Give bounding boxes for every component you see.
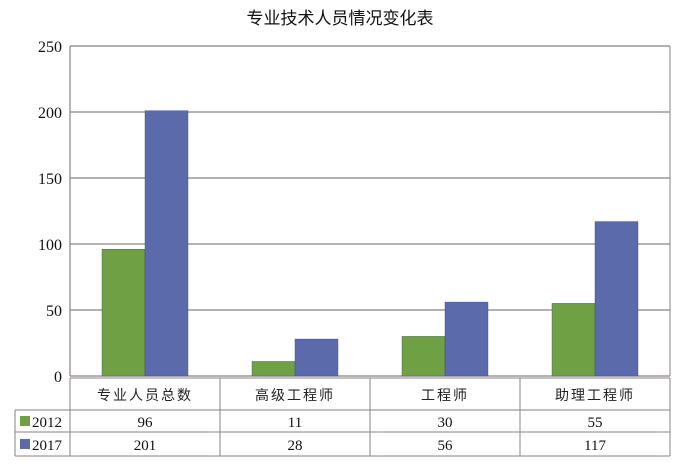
y-tick-label: 100 (38, 237, 62, 254)
bar-2017 (294, 338, 339, 377)
data-label: 11 (288, 415, 302, 431)
y-tick-label: 50 (46, 303, 62, 320)
legend-label: 2012 (32, 415, 62, 431)
x-category-label: 专业人员总数 (97, 388, 193, 404)
data-label: 55 (588, 415, 603, 431)
legend-swatch-2012 (20, 416, 30, 426)
bar-2012 (401, 336, 446, 377)
bar-2012 (551, 303, 596, 377)
legend-swatch-2017 (20, 439, 30, 449)
y-tick-label: 150 (38, 171, 62, 188)
chart-title: 专业技术人员情况变化表 (247, 9, 434, 29)
x-category-label: 工程师 (421, 388, 469, 404)
y-tick-label: 250 (38, 39, 62, 56)
data-label: 117 (584, 438, 606, 454)
data-label: 30 (438, 415, 453, 431)
data-label: 201 (134, 438, 157, 454)
x-category-label: 助理工程师 (555, 388, 635, 404)
y-tick-label: 200 (38, 105, 62, 122)
data-label: 56 (438, 438, 454, 454)
bar-2012 (251, 361, 296, 377)
y-tick-label: 0 (54, 369, 62, 386)
x-category-label: 高级工程师 (255, 387, 335, 404)
data-label: 28 (288, 438, 303, 454)
bar-2017 (444, 301, 489, 377)
bar-2017 (594, 221, 639, 377)
bar-2017 (144, 110, 189, 377)
legend-label: 2017 (32, 438, 63, 454)
bar-2012 (101, 249, 146, 377)
data-label: 96 (138, 415, 154, 431)
